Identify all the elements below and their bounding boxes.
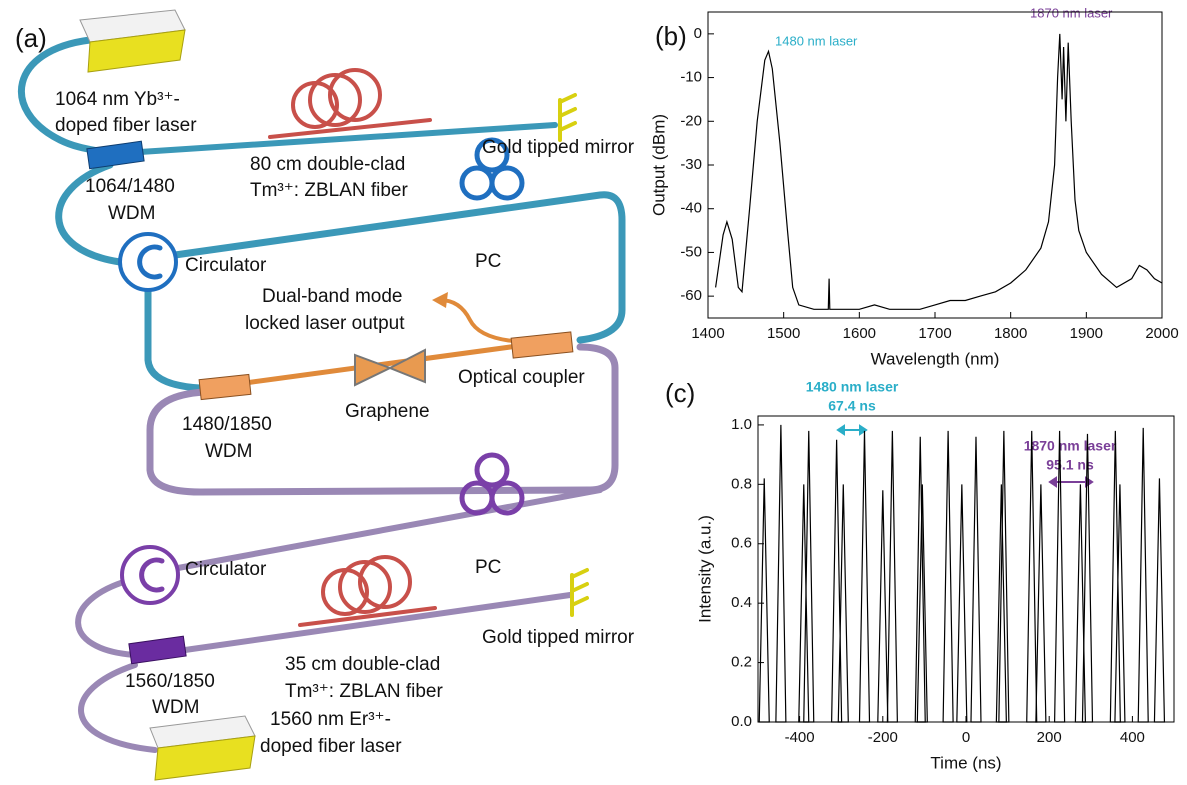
x-axis-label: Wavelength (nm) bbox=[871, 349, 1000, 368]
label: Circulator bbox=[185, 255, 267, 276]
label: WDM bbox=[108, 203, 155, 224]
pulse bbox=[1075, 484, 1085, 722]
x-tick-label: 0 bbox=[962, 729, 970, 746]
y-tick-label: -60 bbox=[680, 287, 702, 304]
annotation: 67.4 ns bbox=[828, 398, 876, 414]
pulse bbox=[971, 437, 981, 722]
mirror bbox=[560, 95, 575, 140]
wdm bbox=[87, 141, 144, 168]
y-tick-label: 0.2 bbox=[731, 654, 752, 671]
label: 1480/1850 bbox=[182, 414, 272, 435]
pulse bbox=[776, 425, 786, 722]
x-tick-label: 1900 bbox=[1070, 325, 1103, 342]
annotation: 1870 nm laser bbox=[1030, 5, 1113, 20]
label: Graphene bbox=[345, 401, 430, 422]
plot-frame bbox=[708, 12, 1162, 318]
label: Circulator bbox=[185, 559, 267, 580]
y-axis-label: Output (dBm) bbox=[649, 114, 668, 216]
pulse bbox=[878, 490, 888, 722]
y-tick-label: -10 bbox=[680, 69, 702, 86]
y-tick-label: 0.8 bbox=[731, 475, 752, 492]
label: PC bbox=[475, 557, 501, 578]
x-tick-label: 2000 bbox=[1145, 325, 1178, 342]
label: 35 cm double-clad bbox=[285, 654, 440, 675]
annotation-arrow bbox=[838, 426, 866, 434]
x-axis-label: Time (ns) bbox=[930, 753, 1001, 772]
x-tick-label: -200 bbox=[868, 729, 898, 746]
annotation: 1480 nm laser bbox=[775, 33, 858, 48]
x-tick-label: 400 bbox=[1120, 729, 1145, 746]
y-tick-label: 1.0 bbox=[731, 416, 752, 433]
panel-label: (c) bbox=[665, 378, 695, 408]
y-tick-label: -20 bbox=[680, 112, 702, 129]
label: doped fiber laser bbox=[260, 736, 402, 757]
setup-diagram: (a) 1064 nm Yb³⁺- doped fiber laser 80 c… bbox=[15, 10, 635, 780]
label: WDM bbox=[152, 697, 199, 718]
output-arrow bbox=[432, 292, 448, 308]
y-tick-label: 0.4 bbox=[731, 594, 752, 611]
panel-label: (a) bbox=[15, 23, 47, 53]
x-tick-label: 1700 bbox=[918, 325, 951, 342]
pulse bbox=[759, 478, 769, 722]
label: 1560 nm Er³⁺- bbox=[270, 709, 391, 730]
annotation-arrow bbox=[1050, 478, 1092, 486]
pulse bbox=[1138, 428, 1148, 722]
circulator bbox=[122, 547, 178, 603]
label: Tm³⁺: ZBLAN fiber bbox=[250, 180, 408, 201]
x-tick-label: 1800 bbox=[994, 325, 1027, 342]
pulse bbox=[859, 431, 869, 722]
wdm bbox=[129, 636, 186, 663]
label: 1560/1850 bbox=[125, 671, 215, 692]
label: Optical coupler bbox=[458, 367, 585, 388]
label: locked laser output bbox=[245, 313, 405, 334]
label: 1064 nm Yb³⁺- bbox=[55, 89, 180, 110]
pulse bbox=[957, 484, 967, 722]
pulse bbox=[943, 431, 953, 722]
label: Gold tipped mirror bbox=[482, 627, 635, 648]
pulse bbox=[1036, 484, 1046, 722]
fiber-coil bbox=[270, 70, 430, 137]
pulse bbox=[887, 431, 897, 722]
annotation: 1480 nm laser bbox=[806, 379, 899, 395]
y-tick-label: -40 bbox=[680, 200, 702, 217]
laser-1560 bbox=[150, 716, 255, 780]
pulse bbox=[1055, 431, 1065, 722]
label: 1064/1480 bbox=[85, 176, 175, 197]
label: WDM bbox=[205, 441, 252, 462]
circulator bbox=[120, 234, 176, 290]
output-fiber bbox=[440, 300, 525, 342]
laser-1064 bbox=[80, 10, 185, 72]
y-axis-label: Intensity (a.u.) bbox=[695, 515, 714, 623]
mirror bbox=[572, 570, 587, 615]
y-tick-label: -50 bbox=[680, 243, 702, 260]
label: 80 cm double-clad bbox=[250, 154, 405, 175]
annotation: 1870 nm laser bbox=[1024, 438, 1117, 454]
x-tick-label: 200 bbox=[1037, 729, 1062, 746]
wdm bbox=[199, 374, 251, 399]
pulse bbox=[1027, 431, 1037, 722]
y-tick-label: 0.6 bbox=[731, 535, 752, 552]
x-tick-label: 1600 bbox=[843, 325, 876, 342]
spectrum-line bbox=[716, 34, 1162, 309]
y-tick-label: 0 bbox=[694, 25, 702, 42]
graphene bbox=[355, 350, 425, 385]
label: Tm³⁺: ZBLAN fiber bbox=[285, 681, 443, 702]
x-tick-label: 1500 bbox=[767, 325, 800, 342]
coupler bbox=[511, 332, 573, 358]
pulse bbox=[1154, 478, 1164, 722]
x-tick-label: 1400 bbox=[691, 325, 724, 342]
label: doped fiber laser bbox=[55, 115, 197, 136]
pulse bbox=[832, 440, 842, 722]
label: Dual-band mode bbox=[262, 286, 402, 307]
y-tick-label: -30 bbox=[680, 156, 702, 173]
y-tick-label: 0.0 bbox=[731, 713, 752, 730]
fiber bbox=[148, 290, 200, 388]
panel-label: (b) bbox=[655, 21, 687, 51]
figure: (a) 1064 nm Yb³⁺- doped fiber laser 80 c… bbox=[0, 0, 1187, 785]
label: PC bbox=[475, 251, 501, 272]
x-tick-label: -400 bbox=[785, 729, 815, 746]
label: Gold tipped mirror bbox=[482, 137, 635, 158]
